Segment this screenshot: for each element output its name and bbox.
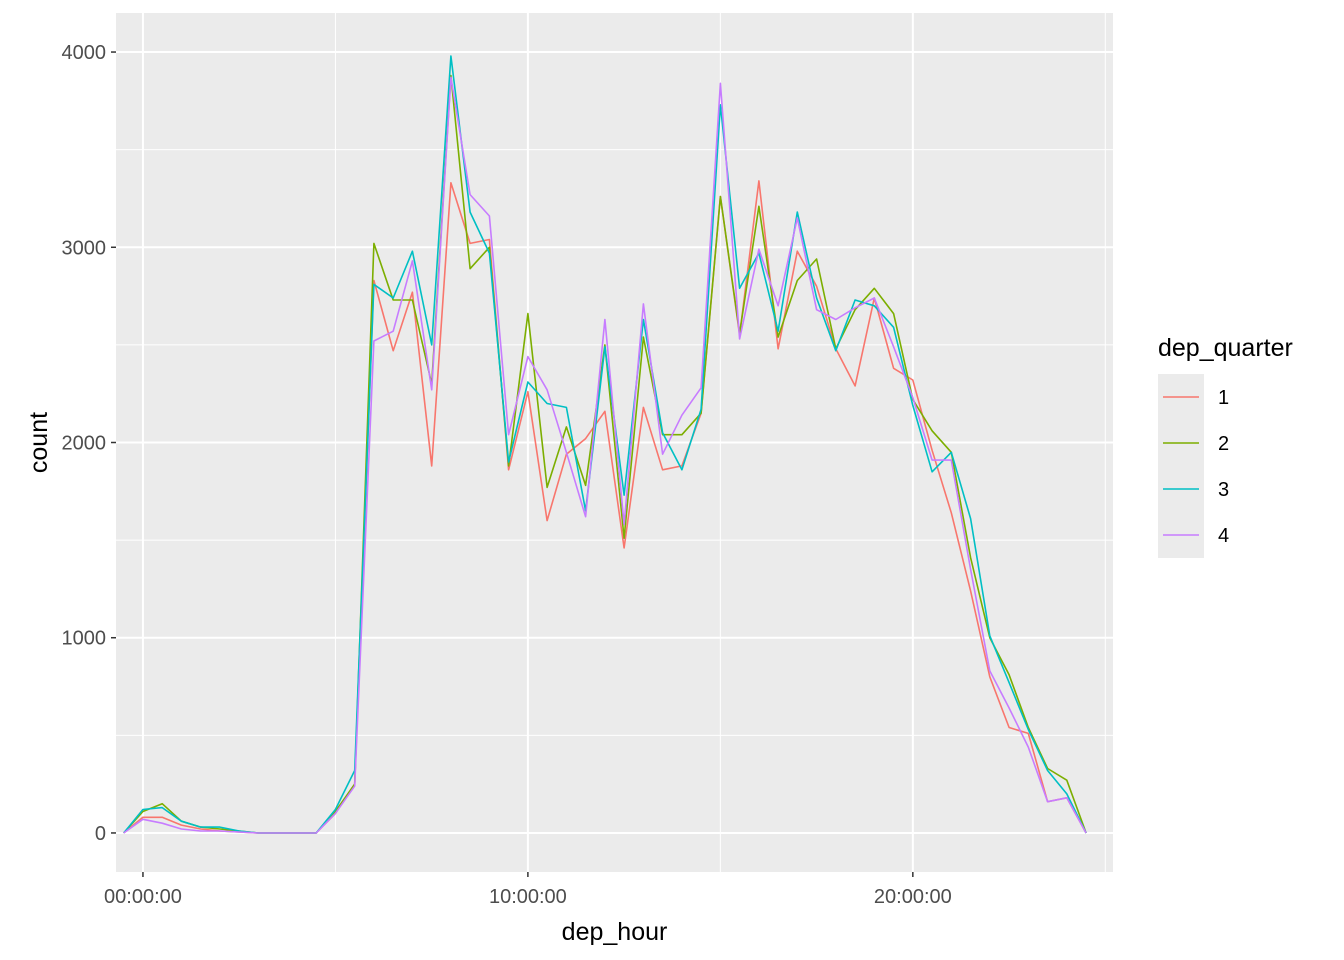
x-tick-label: 20:00:00 — [874, 886, 952, 908]
x-axis-title: dep_hour — [562, 918, 668, 946]
legend-item-1: 1 — [1163, 387, 1229, 409]
legend-item-4: 4 — [1163, 525, 1229, 547]
y-tick-label: 0 — [95, 823, 106, 845]
x-tick-label: 00:00:00 — [104, 886, 182, 908]
legend-label-1: 1 — [1218, 387, 1229, 409]
legend: dep_quarter 1 2 3 4 — [1158, 334, 1293, 558]
y-axis: 0 1000 2000 3000 4000 — [62, 42, 116, 845]
legend-title: dep_quarter — [1158, 334, 1293, 362]
legend-item-2: 2 — [1163, 433, 1229, 455]
legend-items: 1 2 3 4 — [1158, 374, 1229, 558]
legend-label-2: 2 — [1218, 433, 1229, 455]
legend-label-3: 3 — [1218, 479, 1229, 501]
legend-label-4: 4 — [1218, 525, 1229, 547]
legend-item-3: 3 — [1163, 479, 1229, 501]
series-layer — [123, 55, 1087, 834]
y-tick-label: 2000 — [62, 433, 107, 455]
y-tick-label: 1000 — [62, 628, 107, 650]
y-tick-label: 3000 — [62, 237, 107, 259]
x-axis: 00:00:00 10:00:00 20:00:00 — [104, 872, 952, 908]
series-line-4 — [123, 76, 1087, 834]
x-tick-label: 10:00:00 — [489, 886, 567, 908]
y-tick-label: 4000 — [62, 42, 107, 64]
y-axis-title: count — [25, 412, 53, 473]
legend-key-background — [1158, 374, 1204, 558]
